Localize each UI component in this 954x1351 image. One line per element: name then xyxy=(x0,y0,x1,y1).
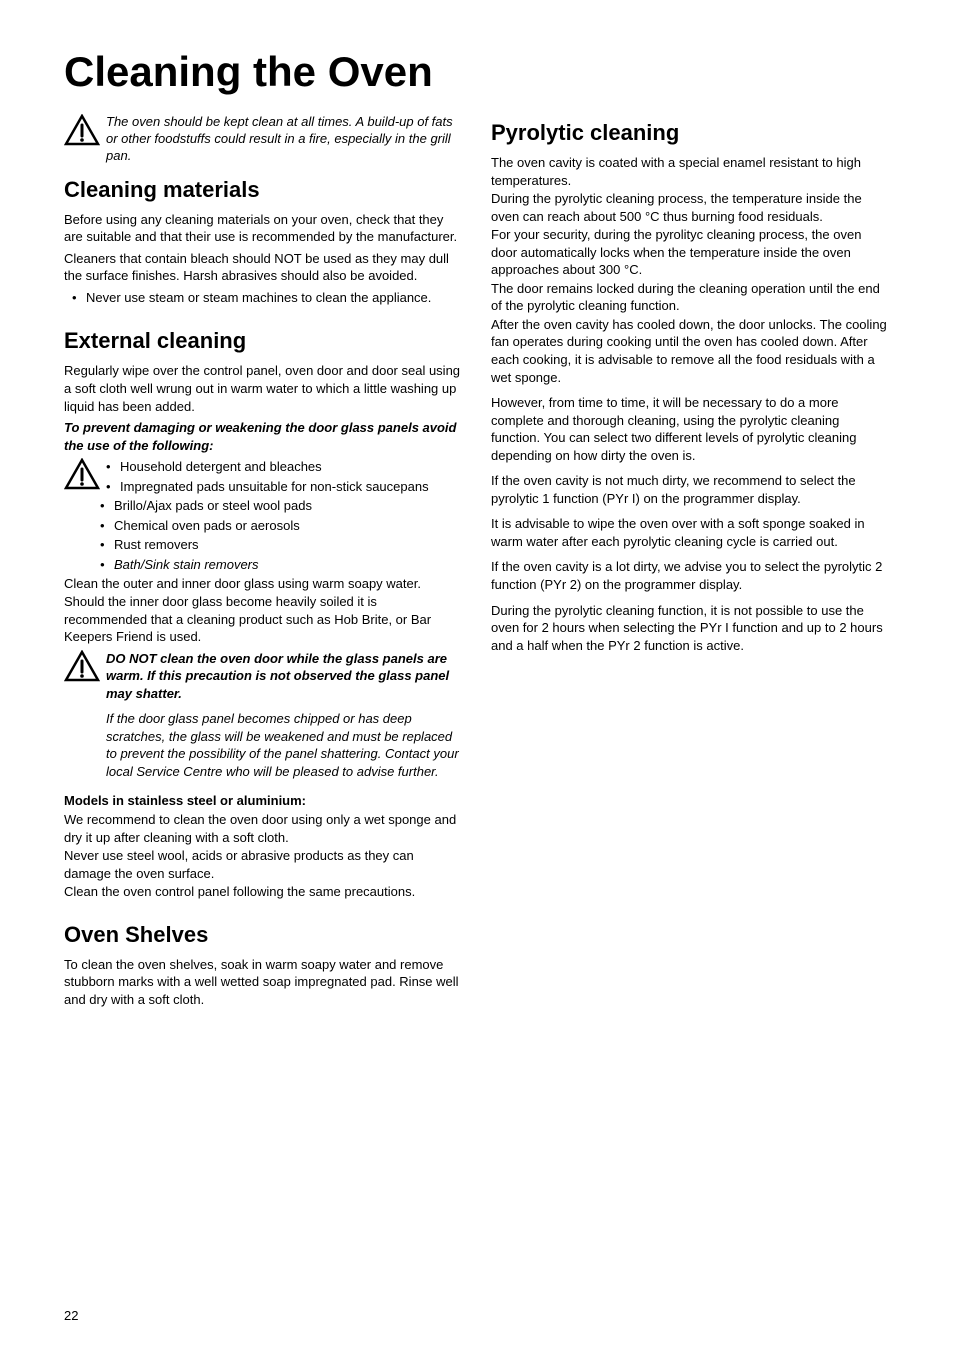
glass-warning-text: DO NOT clean the oven door while the gla… xyxy=(106,650,463,707)
paragraph: However, from time to time, it will be n… xyxy=(491,394,890,464)
paragraph: Clean the outer and inner door glass usi… xyxy=(64,575,463,645)
glass-warning-block: DO NOT clean the oven door while the gla… xyxy=(64,650,463,707)
list-item: Never use steam or steam machines to cle… xyxy=(64,289,463,307)
paragraph: During the pyrolytic cleaning process, t… xyxy=(491,190,890,225)
intro-warning-text: The oven should be kept clean at all tim… xyxy=(106,114,463,165)
paragraph-italic: If the door glass panel becomes chipped … xyxy=(64,710,463,780)
intro-warning-block: The oven should be kept clean at all tim… xyxy=(64,114,463,165)
avoid-list-cont: Brillo/Ajax pads or steel wool pads Chem… xyxy=(64,497,463,573)
paragraph-emphasis: DO NOT clean the oven door while the gla… xyxy=(106,650,463,703)
paragraph: Never use steel wool, acids or abrasive … xyxy=(64,847,463,882)
paragraph: If the oven cavity is a lot dirty, we ad… xyxy=(491,558,890,593)
page-number: 22 xyxy=(64,1308,78,1323)
left-column: The oven should be kept clean at all tim… xyxy=(64,114,463,1012)
paragraph: Clean the oven control panel following t… xyxy=(64,883,463,901)
paragraph: The oven cavity is coated with a special… xyxy=(491,154,890,189)
stainless-block: Models in stainless steel or aluminium: … xyxy=(64,792,463,900)
paragraph: The door remains locked during the clean… xyxy=(491,280,890,315)
list-item: Impregnated pads unsuitable for non-stic… xyxy=(106,478,463,496)
warning-icon xyxy=(64,650,100,682)
avoid-list-block: Household detergent and bleaches Impregn… xyxy=(64,458,463,497)
heading-pyrolytic: Pyrolytic cleaning xyxy=(491,120,890,146)
heading-cleaning-materials: Cleaning materials xyxy=(64,177,463,203)
list-item: Brillo/Ajax pads or steel wool pads xyxy=(92,497,463,515)
paragraph: To clean the oven shelves, soak in warm … xyxy=(64,956,463,1009)
paragraph: For your security, during the pyrolityc … xyxy=(491,226,890,279)
list-item: Bath/Sink stain removers xyxy=(92,556,463,574)
heading-oven-shelves: Oven Shelves xyxy=(64,922,463,948)
paragraph: Regularly wipe over the control panel, o… xyxy=(64,362,463,415)
pyro-block1: The oven cavity is coated with a special… xyxy=(491,154,890,386)
paragraph-emphasis: To prevent damaging or weakening the doo… xyxy=(64,419,463,454)
paragraph: If the oven cavity is not much dirty, we… xyxy=(491,472,890,507)
warning-icon xyxy=(64,458,100,490)
right-column: Pyrolytic cleaning The oven cavity is co… xyxy=(491,114,890,1012)
bullet-list: Never use steam or steam machines to cle… xyxy=(64,289,463,307)
paragraph: We recommend to clean the oven door usin… xyxy=(64,811,463,846)
paragraph: Cleaners that contain bleach should NOT … xyxy=(64,250,463,285)
paragraph: During the pyrolytic cleaning function, … xyxy=(491,602,890,655)
content-columns: The oven should be kept clean at all tim… xyxy=(64,114,890,1012)
list-item: Chemical oven pads or aerosols xyxy=(92,517,463,535)
list-item: Household detergent and bleaches xyxy=(106,458,463,476)
paragraph: It is advisable to wipe the oven over wi… xyxy=(491,515,890,550)
warning-icon xyxy=(64,114,100,146)
avoid-list: Household detergent and bleaches Impregn… xyxy=(106,458,463,497)
paragraph: Before using any cleaning materials on y… xyxy=(64,211,463,246)
subheading: Models in stainless steel or aluminium: xyxy=(64,792,463,810)
list-item: Rust removers xyxy=(92,536,463,554)
paragraph: After the oven cavity has cooled down, t… xyxy=(491,316,890,386)
page-title: Cleaning the Oven xyxy=(64,48,890,96)
heading-external-cleaning: External cleaning xyxy=(64,328,463,354)
